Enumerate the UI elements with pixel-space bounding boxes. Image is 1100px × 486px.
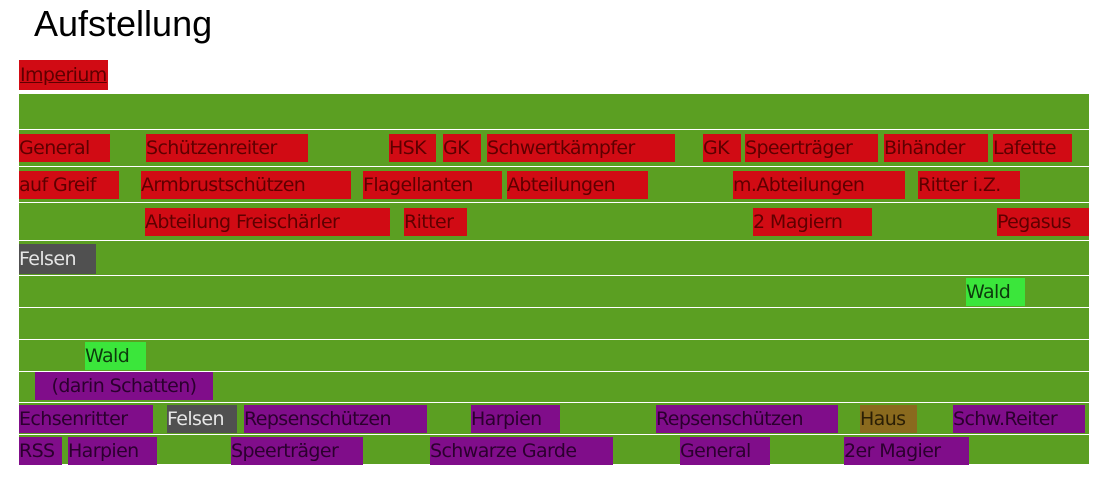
unit-speertraeger: Speerträger	[745, 134, 878, 162]
grid-line	[19, 434, 1089, 435]
grid-line	[19, 275, 1089, 276]
unit-bihaender: Bihänder	[884, 134, 988, 162]
unit-2er-magier: 2er Magier	[844, 437, 969, 465]
unit-ritter-iz: Ritter i.Z.	[918, 171, 1020, 199]
grid-line	[19, 129, 1089, 130]
unit-harpien: Harpien	[68, 437, 157, 465]
unit-repsenschuetzen: Repsenschützen	[244, 405, 427, 433]
page-title: Aufstellung	[34, 3, 213, 44]
terrain-haus: Haus	[860, 405, 917, 433]
unit-schwertkaempfer: Schwertkämpfer	[487, 134, 675, 162]
unit-hsk: HSK	[389, 134, 436, 162]
unit-gk: GK	[703, 134, 741, 162]
grid-line	[19, 402, 1089, 403]
unit-2-magiern: 2 Magiern	[753, 208, 872, 236]
unit-pegasus: Pegasus	[997, 208, 1089, 236]
unit-general: General	[680, 437, 770, 465]
unit-schwarze-garde: Schwarze Garde	[430, 437, 613, 465]
unit-darin-schatten: (darin Schatten)	[35, 372, 213, 400]
unit-speertraeger: Speerträger	[231, 437, 363, 465]
terrain-wald: Wald	[85, 342, 146, 370]
unit-gk: GK	[443, 134, 481, 162]
grid-line	[19, 339, 1089, 340]
unit-schw-reiter: Schw.Reiter	[953, 405, 1085, 433]
grid-line	[19, 240, 1089, 241]
terrain-felsen: Felsen	[167, 405, 237, 433]
unit-flagellanten: Flagellanten	[363, 171, 502, 199]
unit-ritter: Ritter	[404, 208, 467, 236]
terrain-wald: Wald	[966, 278, 1025, 306]
unit-armbrustschuetzen: Armbrustschützen	[141, 171, 351, 199]
unit-auf-greif: auf Greif	[19, 171, 119, 199]
faction-label-imperium: Imperium	[19, 60, 108, 90]
unit-general: General	[19, 134, 110, 162]
terrain-felsen: Felsen	[19, 244, 96, 274]
grid-line	[19, 371, 1089, 372]
grid-line	[19, 166, 1089, 167]
unit-repsenschuetzen: Repsenschützen	[656, 405, 838, 433]
unit-lafette: Lafette	[993, 134, 1072, 162]
unit-echsenritter: Echsenritter	[19, 405, 153, 433]
unit-harpien: Harpien	[471, 405, 560, 433]
unit-m-abteilungen: m.Abteilungen	[733, 171, 905, 199]
unit-schuetzenreiter: Schützenreiter	[146, 134, 308, 162]
grid-line	[19, 202, 1089, 203]
unit-abteilungen: Abteilungen	[507, 171, 648, 199]
unit-rss: RSS	[19, 437, 62, 465]
unit-abteilung-freischaerler: Abteilung Freischärler	[145, 208, 390, 236]
grid-line	[19, 307, 1089, 308]
